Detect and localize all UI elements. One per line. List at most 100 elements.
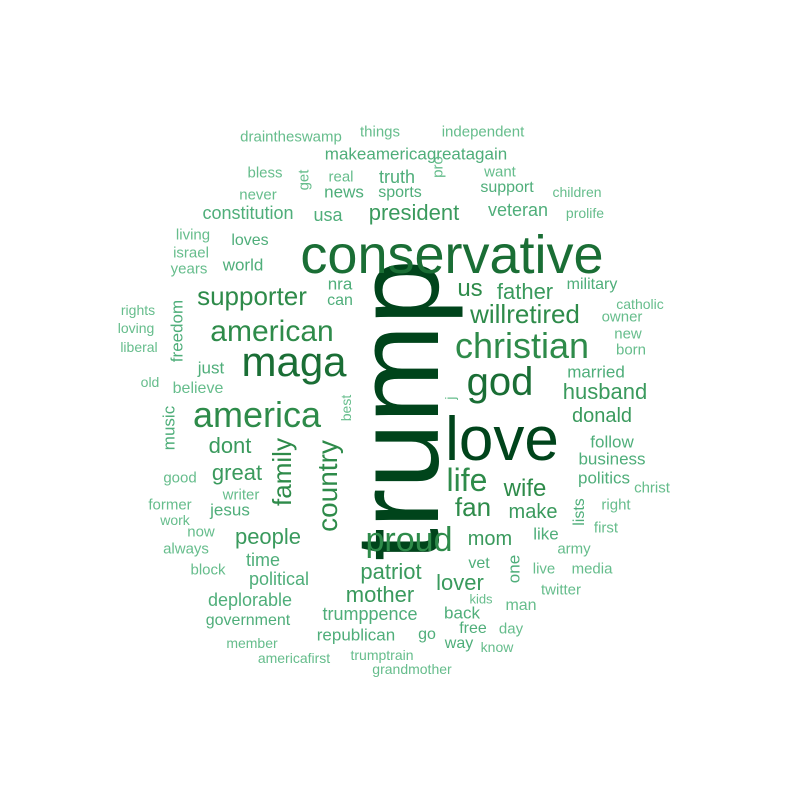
word-army: army <box>557 540 591 558</box>
word-government: government <box>205 612 291 629</box>
word-life: life <box>446 462 488 498</box>
word-owner: owner <box>601 308 643 326</box>
word-just: just <box>197 358 225 378</box>
word-old: old <box>140 374 160 390</box>
word-deplorable: deplorable <box>207 590 293 610</box>
word-back: back <box>444 603 480 623</box>
word-maga: maga <box>241 338 347 385</box>
word-independent: independent <box>441 123 525 141</box>
word-conservative: conservative <box>300 225 604 285</box>
word-support: support <box>480 179 534 196</box>
word-follow: follow <box>590 432 634 452</box>
word-married: married <box>567 362 625 382</box>
word-can: can <box>327 292 353 309</box>
word-nra: nra <box>327 274 353 294</box>
word-day: day <box>498 620 524 638</box>
word-things: things <box>359 123 401 141</box>
word-children: children <box>552 184 602 200</box>
word-free: free <box>459 620 487 637</box>
word-mother: mother <box>345 582 415 607</box>
word-work: work <box>160 512 190 528</box>
word-rights: rights <box>120 302 156 318</box>
word-man: man <box>505 597 537 614</box>
word-pro: pro <box>429 156 447 178</box>
word-loves: loves <box>231 232 269 249</box>
word-make: make <box>508 501 558 523</box>
word-know: know <box>480 639 514 655</box>
word-years: years <box>170 260 208 278</box>
word-american: american <box>210 315 334 348</box>
word-politics: politics <box>578 468 630 488</box>
word-truth: truth <box>378 167 416 187</box>
word-wife: wife <box>503 475 547 502</box>
word-go: go <box>418 626 436 643</box>
word-president: president <box>368 200 460 225</box>
word-news: news <box>324 182 364 202</box>
word-believe: believe <box>172 380 224 397</box>
word-america: america <box>192 394 322 435</box>
word-best: best <box>338 394 354 422</box>
word-loving: loving <box>117 320 155 336</box>
word-people: people <box>234 524 302 549</box>
word-trumptrain: trumptrain <box>350 647 414 663</box>
word-lover: lover <box>436 570 484 595</box>
word-real: real <box>328 168 354 186</box>
word-makeamericagreatagain: makeamericagreatagain <box>324 144 508 164</box>
word-love: love <box>445 405 559 474</box>
word-world: world <box>222 255 264 275</box>
word-israel: israel <box>173 244 209 262</box>
word-political: political <box>248 569 310 589</box>
word-father: father <box>496 279 554 304</box>
word-supporter: supporter <box>197 281 307 311</box>
word-way: way <box>444 635 474 652</box>
word-media: media <box>571 560 613 578</box>
word-good: good <box>163 469 197 487</box>
word-want: want <box>484 163 516 181</box>
word-dont: dont <box>208 433 252 458</box>
word-grandmother: grandmother <box>372 661 452 677</box>
word-now: now <box>187 523 215 541</box>
word-constitution: constitution <box>202 203 294 223</box>
word-twitter: twitter <box>540 581 582 599</box>
word-willretired: willretired <box>470 299 580 329</box>
word-business: business <box>578 449 646 469</box>
word-born: born <box>615 341 647 359</box>
word-sports: sports <box>378 184 422 201</box>
word-trump: trump <box>332 259 464 561</box>
word-christ: christ <box>634 479 670 497</box>
word-donald: donald <box>571 405 633 427</box>
word-one: one <box>504 554 524 584</box>
word-veteran: veteran <box>487 200 549 220</box>
word-military: military <box>566 276 618 293</box>
word-prolife: prolife <box>565 205 605 221</box>
word-first: first <box>593 519 619 537</box>
word-us: us <box>457 275 483 302</box>
word-live: live <box>532 560 556 578</box>
word-trumppence: trumppence <box>322 604 418 624</box>
word-like: like <box>533 524 559 544</box>
word-americafirst: americafirst <box>257 650 331 666</box>
word-right: right <box>601 496 631 514</box>
word-freedom: freedom <box>167 299 187 363</box>
word-new: new <box>614 325 642 343</box>
word-catholic: catholic <box>616 296 664 312</box>
word-writer: writer <box>222 486 260 504</box>
word-block: block <box>190 561 226 579</box>
word-living: living <box>175 226 211 244</box>
word-country: country <box>312 440 343 532</box>
word-lists: lists <box>571 498 588 526</box>
word-former: former <box>148 496 192 514</box>
word-great: great <box>211 460 263 485</box>
word-draintheswamp: draintheswamp <box>240 128 342 146</box>
word-christian: christian <box>454 325 590 366</box>
word-bless: bless <box>247 164 283 182</box>
word-husband: husband <box>562 379 648 404</box>
word-proud: proud <box>365 521 453 559</box>
word-music: music <box>159 405 179 451</box>
word-mom: mom <box>467 528 513 550</box>
word-patriot: patriot <box>360 559 422 584</box>
word-republican: republican <box>316 625 396 645</box>
word-family: family <box>267 438 297 506</box>
word-fan: fan <box>454 492 492 522</box>
